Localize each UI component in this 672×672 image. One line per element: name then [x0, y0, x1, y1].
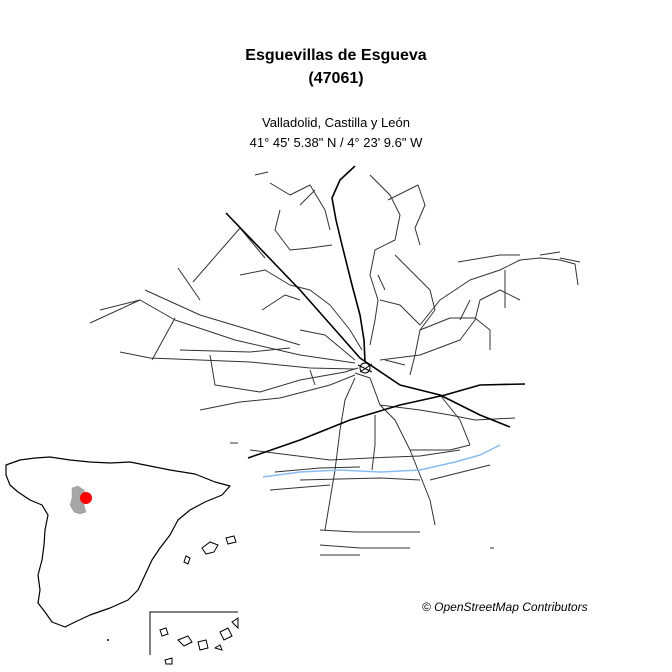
region-label: Valladolid, Castilla y León	[262, 115, 410, 130]
map-attribution: © OpenStreetMap Contributors	[422, 600, 588, 614]
province-shape	[69, 485, 87, 515]
balearic-islands	[183, 535, 237, 565]
minor-roads	[89, 171, 581, 556]
spain-outline	[5, 456, 231, 628]
municipality-code: (47061)	[308, 70, 364, 87]
map-title: Esguevillas de Esgueva	[245, 47, 427, 64]
village-centre	[357, 362, 373, 374]
coordinates-label: 41° 45' 5.38" N / 4° 23' 9.6" W	[249, 135, 423, 150]
canary-inset-frame	[149, 611, 238, 655]
location-marker	[80, 492, 92, 504]
canary-islands	[159, 617, 239, 665]
spain-inset-map	[5, 456, 239, 665]
main-roads	[225, 165, 526, 459]
river	[262, 444, 501, 478]
